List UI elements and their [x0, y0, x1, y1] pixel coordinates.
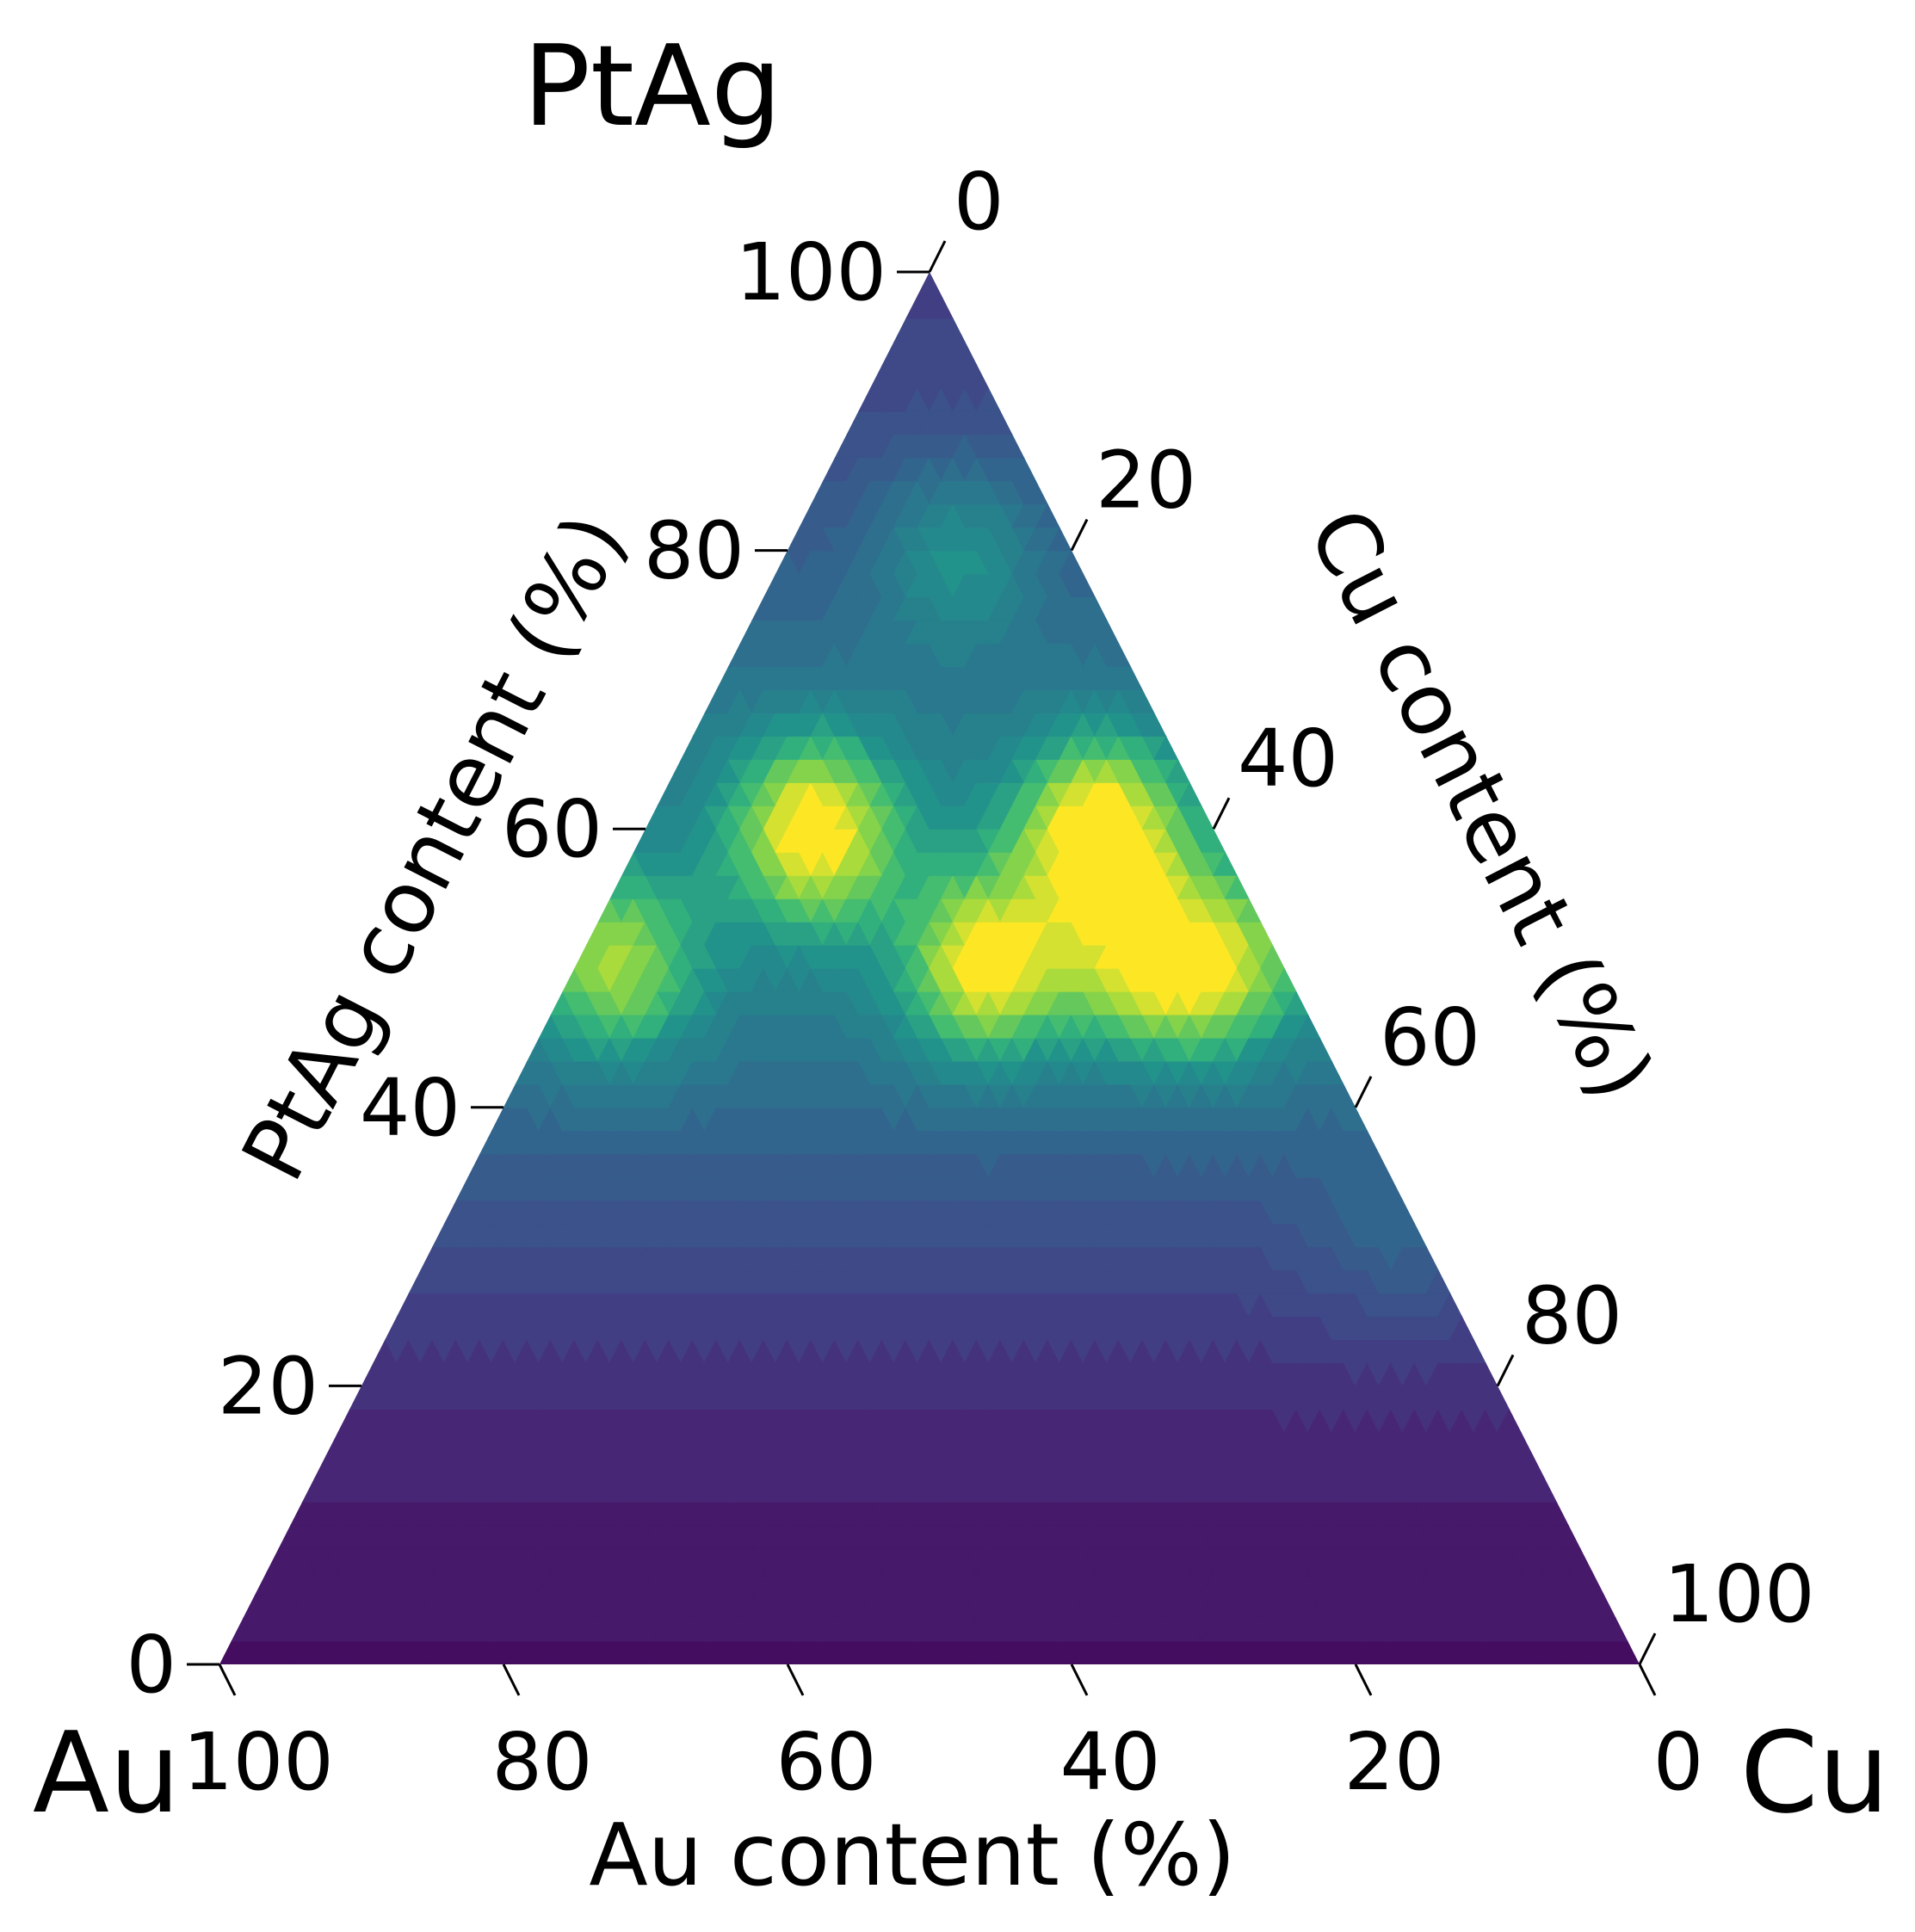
- right-axis-tick: [928, 240, 947, 273]
- bottom-axis-tick: [786, 1663, 805, 1696]
- left-axis-tick-label: 60: [502, 783, 602, 875]
- contour-cell: [917, 272, 942, 296]
- right-axis-tick: [1070, 518, 1089, 552]
- vertex-label-top: PtAg: [523, 21, 782, 151]
- bottom-axis-tick-label: 80: [491, 1716, 592, 1808]
- bottom-axis-tick-label: 40: [1059, 1716, 1160, 1808]
- bottom-axis-tick: [218, 1663, 237, 1696]
- bottom-axis-tick: [1070, 1663, 1089, 1696]
- left-axis-tick-label: 80: [644, 505, 744, 597]
- contour-surface: [219, 272, 1640, 1664]
- bottom-axis-tick: [1638, 1663, 1657, 1696]
- right-axis-tick: [1212, 797, 1231, 830]
- right-axis-tick-label: 0: [954, 156, 1004, 248]
- right-axis-tick-label: 40: [1238, 713, 1338, 805]
- right-axis-tick: [1638, 1633, 1657, 1665]
- bottom-axis-title: Au content (%): [589, 1805, 1235, 1905]
- right-axis-tick: [1496, 1354, 1515, 1387]
- left-axis-tick-label: 100: [735, 226, 886, 318]
- left-axis-tick-label: 40: [360, 1062, 460, 1154]
- vertex-label-right: Cu: [1740, 1707, 1889, 1838]
- bottom-axis-tick-label: 60: [775, 1716, 876, 1808]
- right-axis-tick-label: 80: [1522, 1269, 1622, 1361]
- bottom-axis-tick-label: 100: [182, 1716, 334, 1808]
- right-axis-tick: [1354, 1076, 1373, 1108]
- right-axis-title: Cu content (%): [1288, 493, 1673, 1115]
- left-axis-tick-label: 0: [126, 1619, 176, 1711]
- bottom-axis-tick: [502, 1663, 521, 1696]
- right-axis-tick-label: 100: [1664, 1548, 1815, 1640]
- right-axis-tick-label: 60: [1380, 991, 1480, 1083]
- left-axis-tick-label: 20: [218, 1340, 318, 1432]
- bottom-axis-tick-label: 0: [1653, 1716, 1704, 1808]
- bottom-axis-tick: [1354, 1663, 1373, 1696]
- right-axis-tick-label: 20: [1096, 435, 1196, 527]
- vertex-label-left: Au: [33, 1707, 180, 1838]
- bottom-axis-tick-label: 20: [1344, 1716, 1444, 1808]
